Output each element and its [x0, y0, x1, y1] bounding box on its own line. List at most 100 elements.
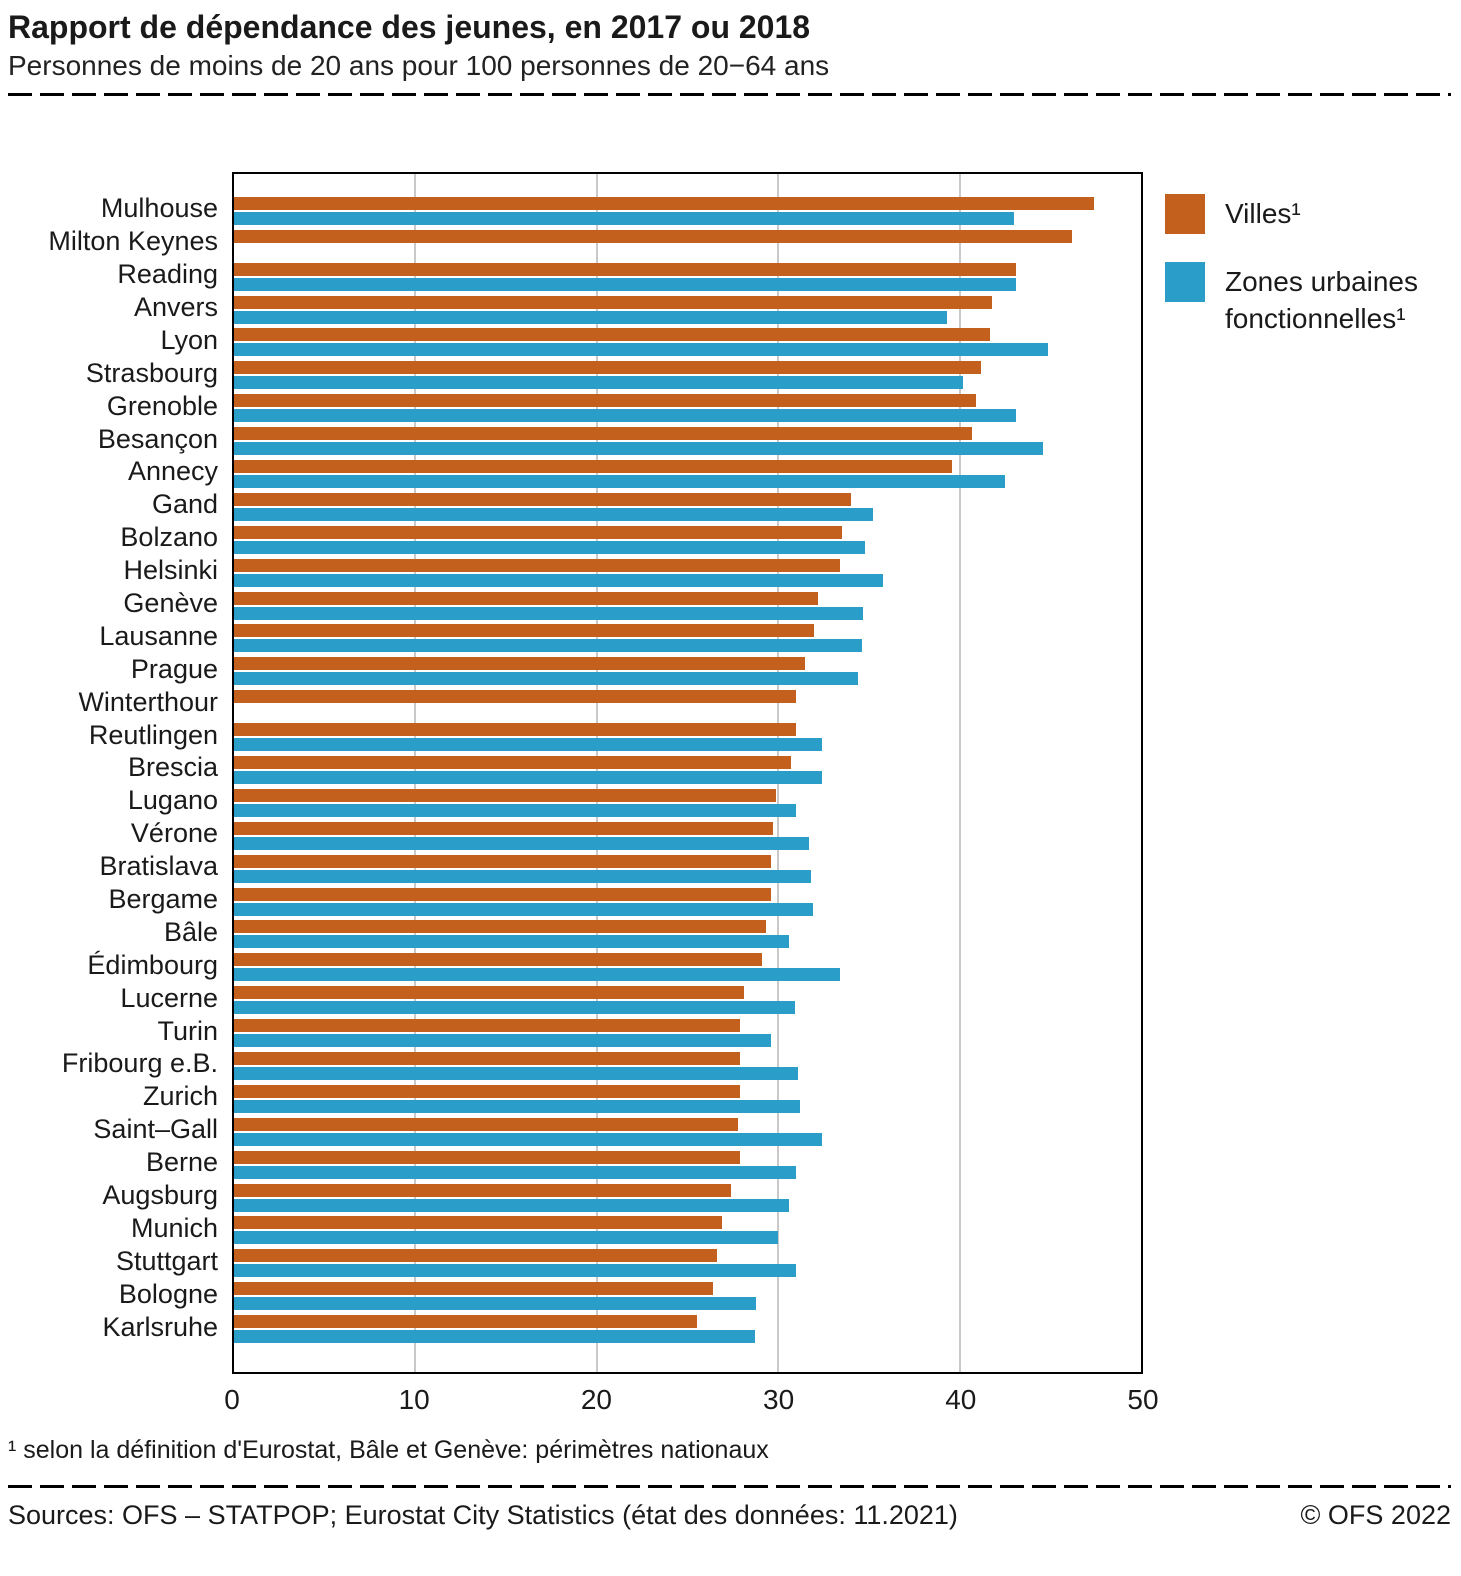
x-axis: 0 10 20 30 40 50 — [224, 1374, 1158, 1420]
bar-villes — [234, 755, 791, 769]
category-label: Munich — [130, 1212, 218, 1243]
category-label: Vérone — [130, 818, 218, 849]
bar-zones-urbaines — [234, 836, 810, 850]
legend-item: Villes¹ — [1165, 194, 1461, 235]
bar-villes — [234, 723, 797, 737]
legend-swatch — [1165, 262, 1205, 303]
bar-group — [234, 326, 1141, 359]
bar-group — [234, 1247, 1141, 1280]
bar-zones-urbaines — [234, 1198, 790, 1212]
bar-villes — [234, 1019, 741, 1033]
category-label: Édimbourg — [87, 949, 218, 980]
gridline — [958, 174, 961, 1373]
footnote: ¹ selon la définition d'Eurostat, Bâle e… — [8, 1436, 769, 1465]
bar-villes — [234, 459, 953, 473]
legend-label: Zones urbaines fonctionnelles¹ — [1225, 266, 1419, 334]
bar-group — [234, 688, 1141, 721]
category-label: Saint–Gall — [93, 1114, 218, 1145]
bar-villes — [234, 1315, 697, 1329]
category-label: Anvers — [133, 292, 218, 322]
bar-villes — [234, 1150, 741, 1164]
bar-zones-urbaines — [234, 343, 1049, 357]
category-label: Karlsruhe — [102, 1311, 218, 1342]
category-label: Genève — [123, 588, 218, 619]
bar-zones-urbaines — [234, 507, 873, 521]
bar-villes — [234, 591, 819, 605]
bar-group — [234, 458, 1141, 491]
bar-villes — [234, 986, 744, 1000]
bar-zones-urbaines — [234, 1099, 800, 1113]
bar-group — [234, 1181, 1141, 1214]
bar-group — [234, 359, 1141, 392]
bar-villes — [234, 788, 777, 802]
bar-zones-urbaines — [234, 376, 964, 390]
chart-title: Rapport de dépendance des jeunes, en 201… — [8, 9, 811, 45]
x-tick-label: 30 — [763, 1384, 795, 1416]
bar-villes — [234, 1117, 739, 1131]
bar-villes — [234, 1249, 717, 1263]
plot-area — [232, 172, 1143, 1375]
bar-group — [234, 885, 1141, 918]
category-label: Grenoble — [106, 390, 218, 421]
x-tick-label: 20 — [580, 1384, 612, 1416]
bar-group — [234, 425, 1141, 458]
bar-group — [234, 655, 1141, 688]
bar-zones-urbaines — [234, 1231, 779, 1245]
legend: Villes¹ Zones urbaines fonctionnelles¹ — [1165, 172, 1461, 1374]
category-label: Bâle — [163, 916, 218, 947]
divider-bottom — [8, 1485, 1451, 1489]
copyright-text: © OFS 2022 — [1300, 1500, 1451, 1531]
bar-zones-urbaines — [234, 277, 1016, 291]
y-axis-labels: Mulhouse Milton Keynes Reading Anvers Lyon St… — [8, 172, 232, 1374]
bar-group — [234, 227, 1141, 260]
bar-villes — [234, 953, 762, 967]
bar-zones-urbaines — [234, 310, 947, 324]
bar-zones-urbaines — [234, 1034, 771, 1048]
bar-villes — [234, 262, 1016, 276]
bar-zones-urbaines — [234, 474, 1005, 488]
bar-zones-urbaines — [234, 540, 866, 554]
bar-zones-urbaines — [234, 409, 1016, 423]
chart-subtitle: Personnes de moins de 20 ans pour 100 pe… — [8, 50, 830, 82]
category-label: Mulhouse — [100, 193, 218, 224]
category-label: Berne — [145, 1147, 218, 1178]
bar-group — [234, 951, 1141, 984]
bar-zones-urbaines — [234, 1330, 755, 1344]
category-label: Reading — [117, 259, 218, 290]
bar-group — [234, 786, 1141, 819]
sources-text: Sources: OFS – STATPOP; Eurostat City St… — [8, 1500, 958, 1531]
bar-villes — [234, 394, 976, 408]
bar-villes — [234, 887, 771, 901]
bar-villes — [234, 525, 842, 539]
bar-group — [234, 721, 1141, 754]
bar-zones-urbaines — [234, 1066, 799, 1080]
category-label: Milton Keynes — [48, 226, 218, 257]
bar-group — [234, 918, 1141, 951]
category-label: Turin — [157, 1015, 218, 1046]
category-label: Fribourg e.B. — [61, 1048, 218, 1079]
category-label: Bologne — [118, 1278, 218, 1309]
bar-zones-urbaines — [234, 770, 822, 784]
bar-group — [234, 490, 1141, 523]
bar-zones-urbaines — [234, 1132, 822, 1146]
category-label: Winterthour — [78, 686, 218, 717]
bar-group — [234, 523, 1141, 556]
bar-group — [234, 194, 1141, 227]
category-label: Prague — [130, 653, 218, 684]
bar-group — [234, 819, 1141, 852]
category-label: Lucerne — [120, 982, 218, 1013]
category-label: Augsburg — [102, 1180, 218, 1211]
bar-villes — [234, 1051, 741, 1065]
bar-group — [234, 852, 1141, 885]
bar-zones-urbaines — [234, 738, 822, 752]
legend-swatch — [1165, 194, 1205, 235]
bar-zones-urbaines — [234, 935, 790, 949]
bar-zones-urbaines — [234, 1264, 797, 1278]
bar-group — [234, 1050, 1141, 1083]
chart: Mulhouse Milton Keynes Reading Anvers Lyon St… — [8, 172, 1451, 1375]
bar-villes — [234, 1084, 741, 1098]
bar-group — [234, 293, 1141, 326]
bar-zones-urbaines — [234, 869, 811, 883]
bar-zones-urbaines — [234, 1165, 797, 1179]
category-label: Bergame — [108, 884, 218, 915]
